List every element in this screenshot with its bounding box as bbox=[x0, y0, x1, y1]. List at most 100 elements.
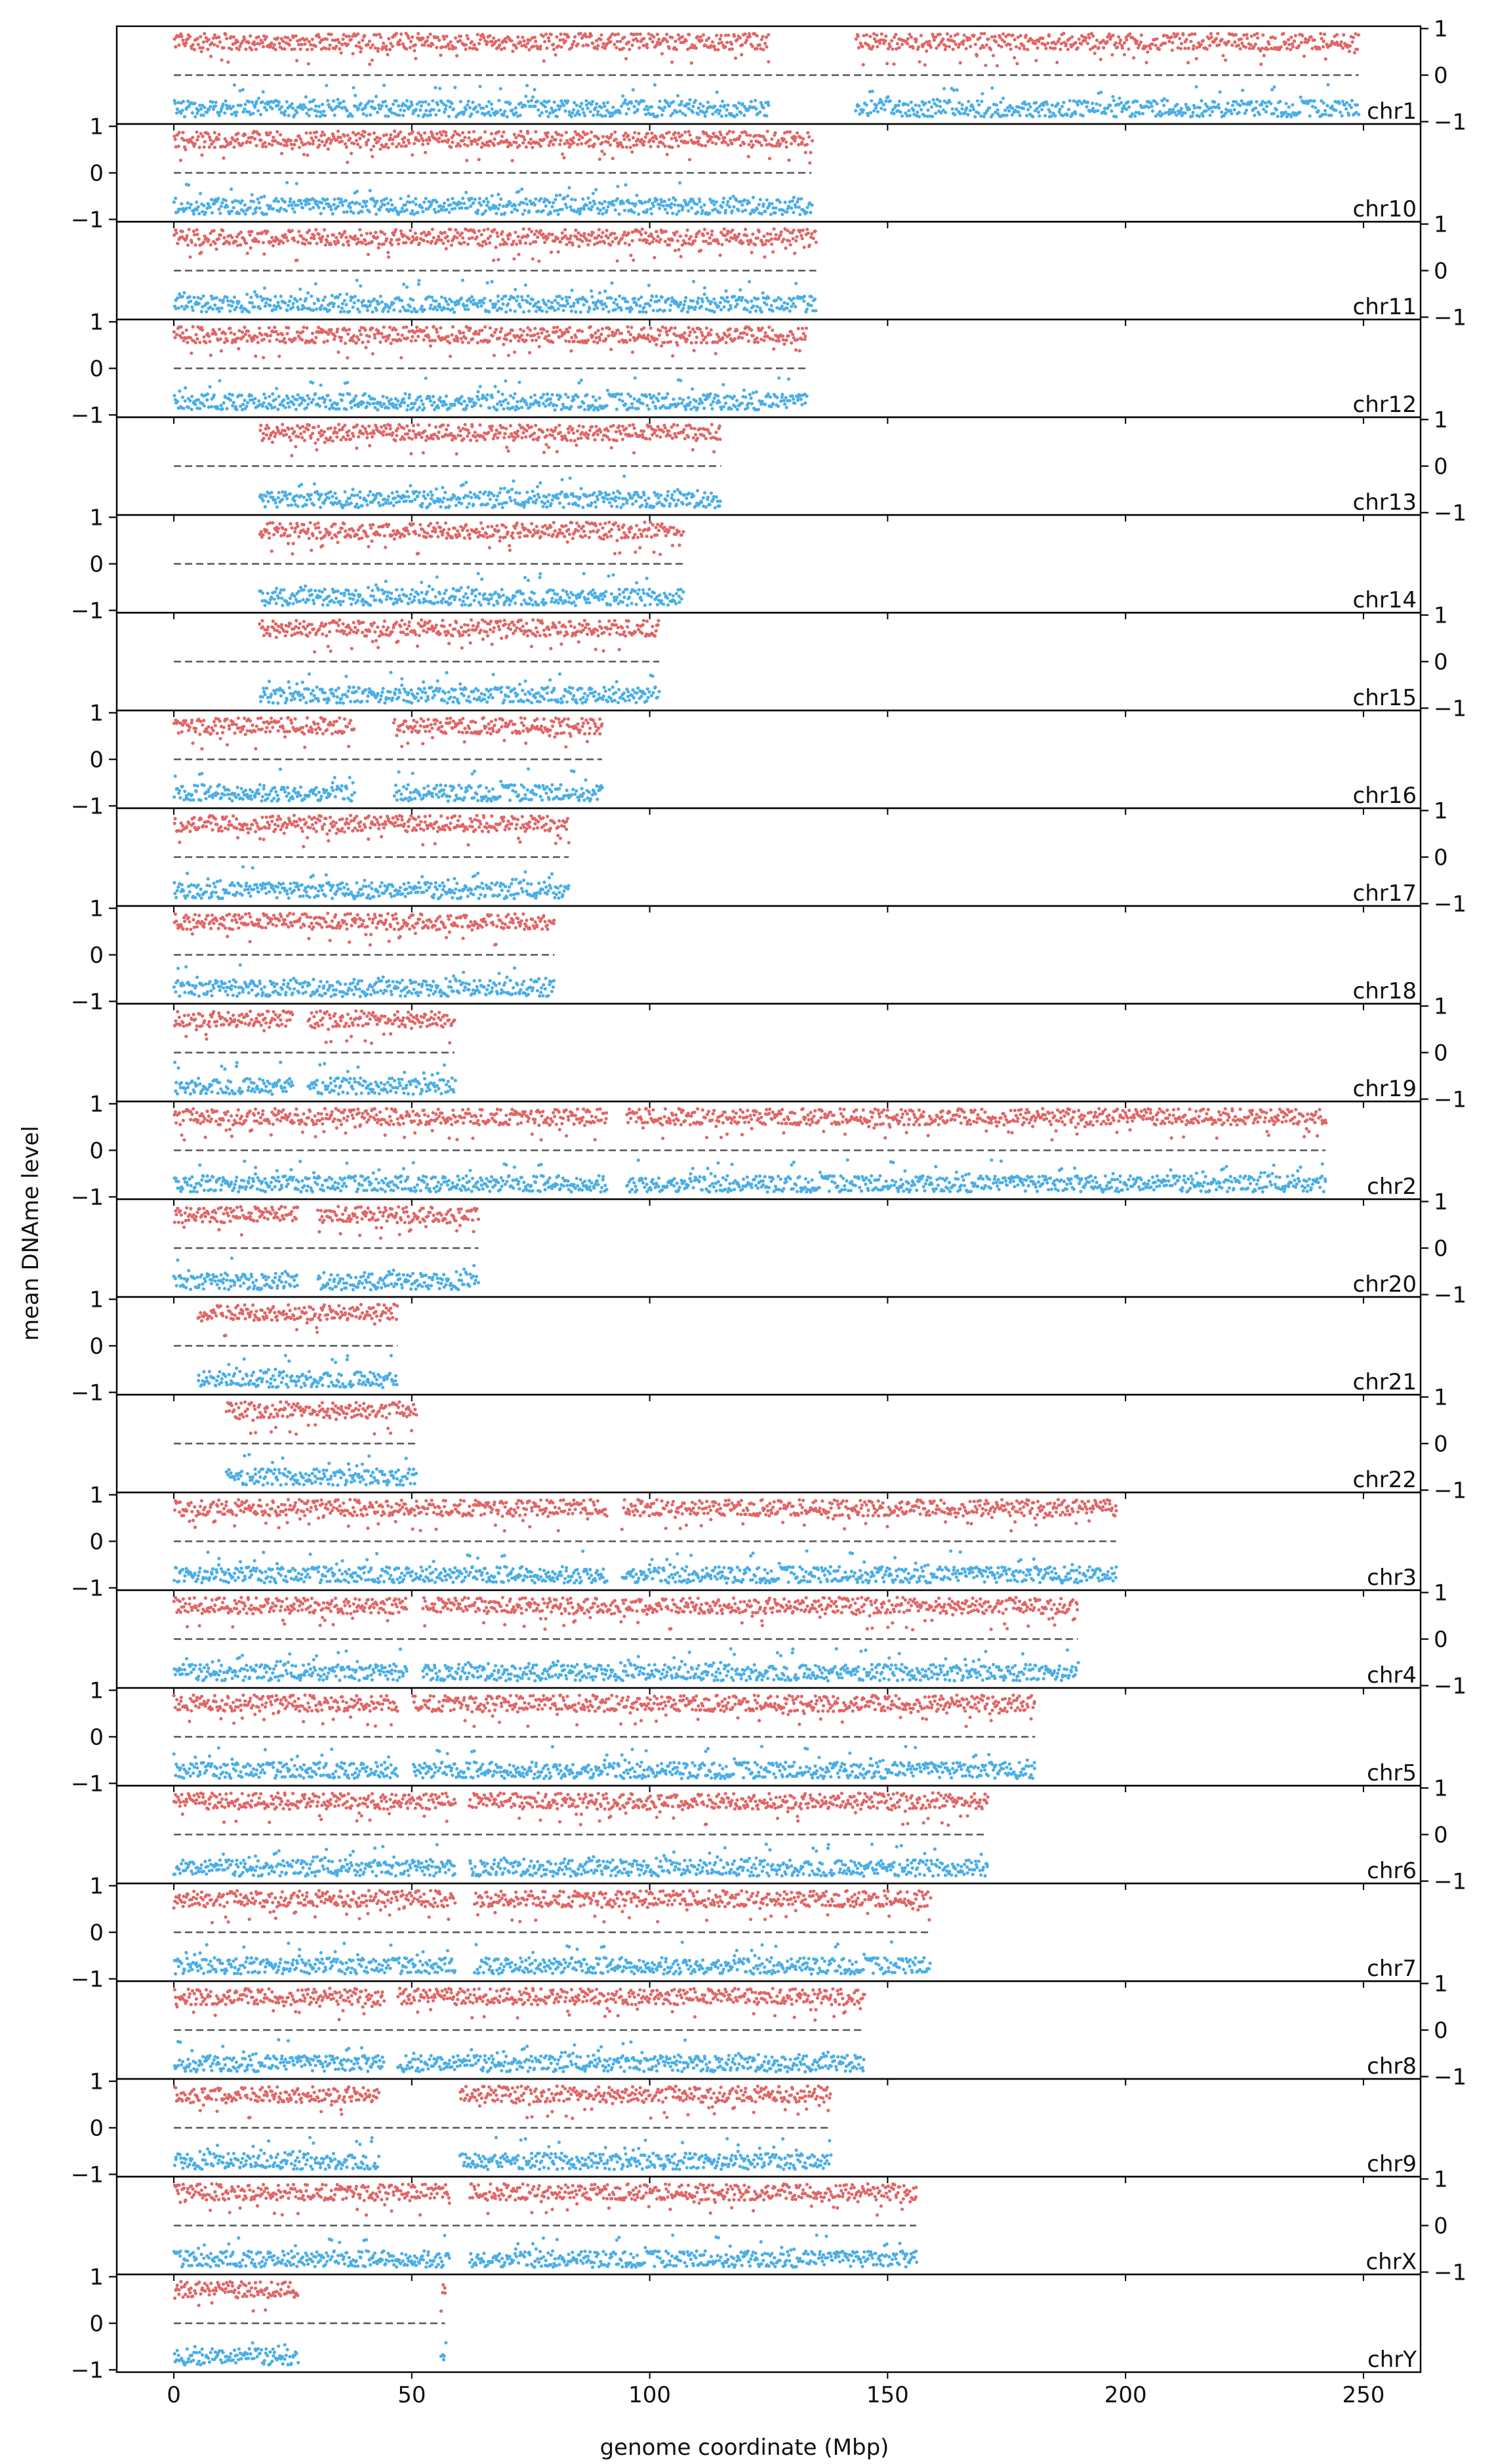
data-point bbox=[1291, 42, 1294, 45]
data-point bbox=[466, 103, 469, 106]
data-point bbox=[498, 203, 501, 207]
data-point bbox=[195, 228, 199, 232]
data-point bbox=[1348, 50, 1351, 53]
data-point bbox=[593, 202, 596, 205]
data-point bbox=[485, 197, 488, 200]
data-point bbox=[203, 140, 207, 144]
data-point bbox=[965, 47, 968, 51]
data-point bbox=[1076, 103, 1080, 106]
data-point bbox=[477, 104, 481, 107]
data-point bbox=[809, 151, 812, 154]
data-point bbox=[1351, 40, 1354, 43]
data-point bbox=[552, 201, 555, 204]
data-point bbox=[382, 83, 386, 87]
data-point bbox=[515, 111, 518, 114]
data-point bbox=[681, 205, 684, 209]
data-point bbox=[181, 230, 184, 233]
data-point bbox=[711, 40, 714, 43]
data-point bbox=[476, 110, 479, 113]
data-point bbox=[484, 209, 487, 213]
data-point bbox=[558, 194, 561, 197]
data-point bbox=[1175, 103, 1179, 106]
data-point bbox=[588, 201, 592, 205]
data-point bbox=[426, 35, 430, 39]
data-point bbox=[1234, 33, 1238, 36]
data-point bbox=[544, 33, 548, 36]
data-point bbox=[241, 209, 245, 213]
data-point bbox=[548, 39, 551, 43]
data-point bbox=[329, 33, 333, 36]
data-point bbox=[496, 193, 500, 196]
data-point bbox=[869, 111, 872, 114]
data-point bbox=[201, 46, 205, 49]
data-point bbox=[559, 33, 563, 36]
data-point bbox=[270, 143, 273, 146]
data-point bbox=[195, 138, 199, 142]
data-point bbox=[720, 115, 723, 118]
data-point bbox=[188, 206, 192, 209]
data-point bbox=[530, 99, 533, 102]
data-point bbox=[1287, 43, 1291, 46]
data-point bbox=[477, 42, 481, 45]
data-point bbox=[208, 146, 211, 149]
data-point bbox=[697, 106, 700, 110]
data-point bbox=[645, 46, 649, 49]
data-point bbox=[390, 203, 394, 207]
data-point bbox=[374, 47, 377, 50]
data-point bbox=[367, 138, 370, 142]
data-point bbox=[1165, 99, 1169, 102]
data-point bbox=[476, 209, 479, 212]
data-point bbox=[497, 130, 500, 133]
data-point bbox=[470, 40, 474, 43]
data-point bbox=[211, 100, 214, 104]
data-point bbox=[498, 43, 501, 47]
data-point bbox=[1192, 44, 1195, 47]
data-point bbox=[1061, 105, 1064, 108]
data-point bbox=[424, 151, 427, 154]
data-point bbox=[314, 45, 317, 48]
data-point bbox=[464, 47, 468, 51]
data-point bbox=[745, 133, 748, 136]
data-point bbox=[391, 142, 394, 146]
data-point bbox=[1000, 45, 1003, 49]
data-point bbox=[700, 144, 704, 147]
data-point bbox=[726, 104, 729, 107]
data-point bbox=[521, 141, 525, 144]
data-point bbox=[293, 47, 296, 51]
data-point bbox=[944, 45, 948, 48]
data-point bbox=[443, 110, 446, 113]
data-point bbox=[203, 146, 206, 149]
data-point bbox=[363, 131, 367, 134]
data-point bbox=[394, 207, 397, 210]
data-point bbox=[416, 211, 419, 214]
data-point bbox=[395, 32, 398, 35]
data-point bbox=[458, 144, 462, 148]
data-point bbox=[615, 138, 618, 141]
data-point bbox=[910, 35, 913, 39]
data-point bbox=[860, 45, 864, 48]
data-point bbox=[646, 132, 649, 135]
data-point bbox=[889, 99, 892, 102]
data-point bbox=[1238, 104, 1242, 107]
data-point bbox=[531, 146, 534, 149]
data-point bbox=[767, 33, 770, 36]
data-point bbox=[805, 211, 809, 214]
data-point bbox=[590, 131, 593, 134]
data-point bbox=[272, 207, 275, 211]
data-point bbox=[503, 110, 506, 113]
data-point bbox=[377, 104, 380, 107]
data-point bbox=[568, 110, 571, 113]
data-point bbox=[1011, 33, 1015, 37]
data-point bbox=[197, 237, 201, 241]
data-point bbox=[560, 134, 563, 137]
data-point bbox=[243, 133, 247, 136]
data-point bbox=[300, 43, 303, 46]
data-point bbox=[642, 37, 645, 40]
data-point bbox=[252, 200, 255, 203]
data-point bbox=[921, 100, 924, 104]
data-point bbox=[1229, 109, 1232, 112]
data-point bbox=[209, 243, 212, 247]
data-point bbox=[701, 209, 704, 213]
data-point bbox=[529, 105, 533, 108]
data-point bbox=[1342, 33, 1345, 37]
